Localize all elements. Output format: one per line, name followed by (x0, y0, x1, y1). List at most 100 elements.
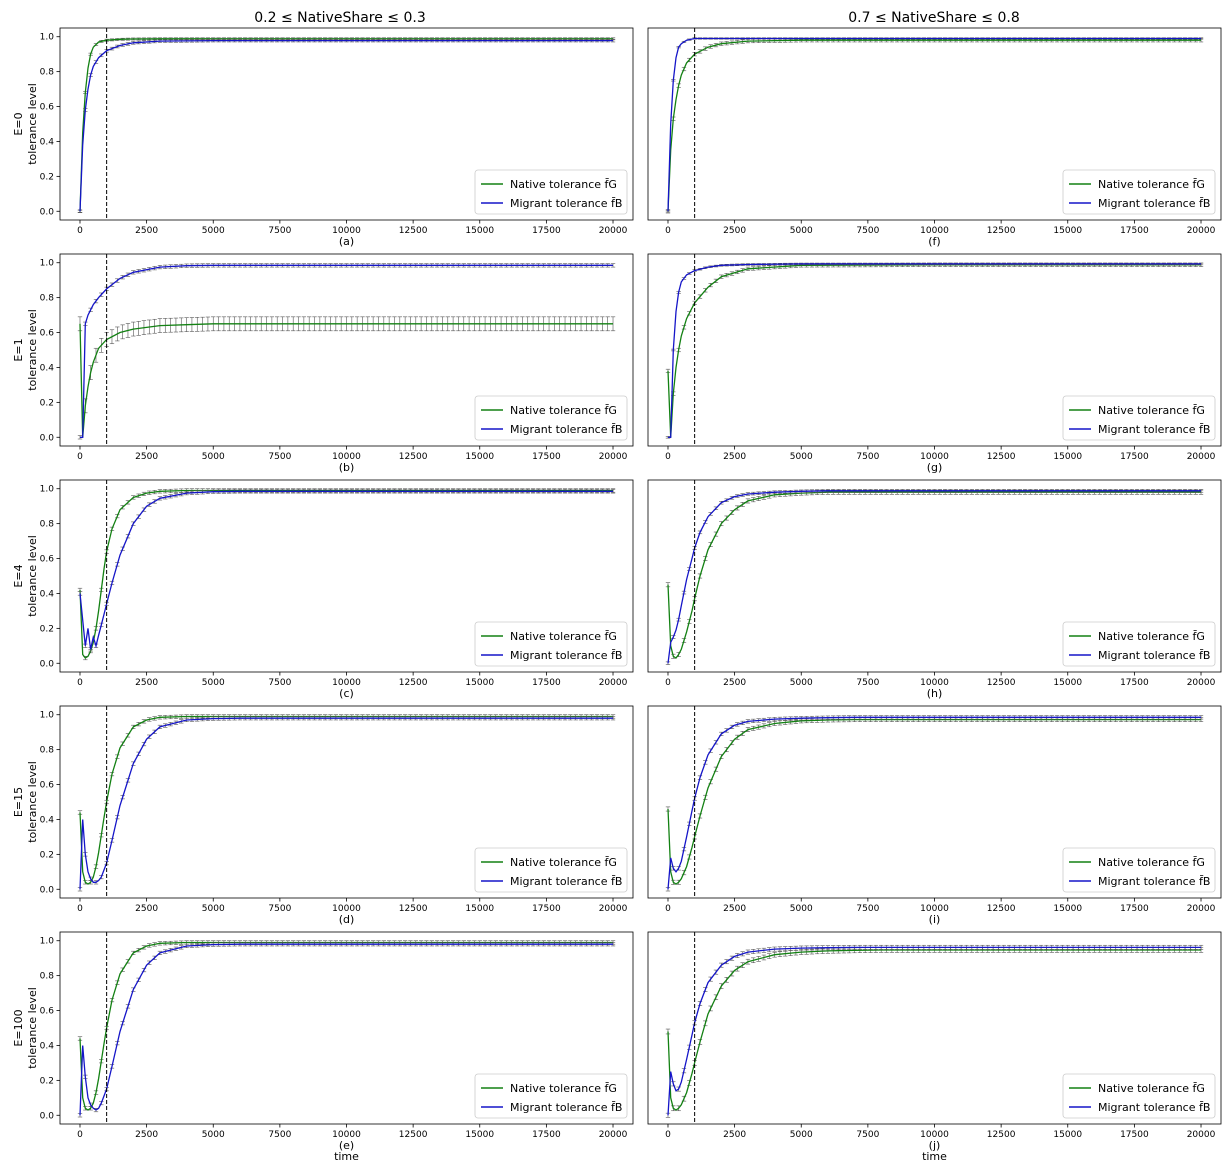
x-tick-label: 7500 (268, 452, 291, 462)
x-tick-label: 15000 (465, 904, 494, 914)
column-title-right: 0.7 ≤ NativeShare ≤ 0.8 (848, 10, 1020, 26)
series-migrant (77, 489, 616, 652)
x-tick-label: 20000 (599, 904, 628, 914)
plot-area (665, 715, 1204, 892)
series-migrant (77, 716, 616, 892)
row-label: E=1 (12, 338, 25, 361)
x-tick-label: 0 (77, 904, 83, 914)
legend-label: Native tolerance f̄G (510, 178, 617, 191)
y-axis-label: tolerance level (26, 535, 39, 617)
y-tick-label: 0.2 (40, 850, 54, 860)
legend-box (474, 395, 628, 441)
x-tick-label: 17500 (532, 226, 561, 236)
x-tick-label: 20000 (599, 226, 628, 236)
y-axis-label: tolerance level (26, 309, 39, 391)
chart-panel: 0 2500 5000 7500 10000 12500 15000 17500 20000 (h… (647, 479, 1222, 700)
x-tick-label: 10000 (332, 904, 361, 914)
y-axis-label: tolerance level (26, 83, 39, 165)
panel-label: (i) (929, 913, 941, 926)
x-tick-label: 5000 (202, 452, 225, 462)
x-tick-label: 12500 (399, 904, 428, 914)
x-tick-label: 10000 (332, 678, 361, 688)
row-label: E=0 (12, 112, 25, 135)
x-tick-label: 15000 (465, 452, 494, 462)
chart-panel: 0 2500 5000 7500 10000 12500 15000 17500 20000 0.… (12, 27, 634, 248)
x-tick-label: 15000 (1053, 904, 1082, 914)
series-line (79, 489, 613, 659)
legend-label: Native tolerance f̄G (510, 856, 617, 869)
x-tick-label: 7500 (856, 904, 879, 914)
series-line (79, 717, 613, 890)
legend: Native tolerance f̄G Migrant tolerance f̄… (474, 169, 628, 215)
chart-panel: 0 2500 5000 7500 10000 12500 15000 17500 20000 0.… (12, 705, 634, 926)
y-tick-label: 0.2 (40, 172, 54, 182)
panel-grid: 0 2500 5000 7500 10000 12500 15000 17500 20000 0.… (12, 27, 1222, 1162)
panel-label: (g) (927, 461, 943, 474)
x-tick-label: 10000 (920, 226, 949, 236)
series-migrant (665, 262, 1204, 439)
chart-panel: 0 2500 5000 7500 10000 12500 15000 17500 20000 (i… (647, 705, 1222, 926)
series-line (79, 715, 613, 885)
y-tick-label: 0.0 (40, 207, 55, 217)
legend: Native tolerance f̄G Migrant tolerance f̄… (474, 395, 628, 441)
x-tick-label: 10000 (332, 452, 361, 462)
x-tick-label: 0 (77, 226, 83, 236)
x-tick-label: 7500 (268, 904, 291, 914)
y-tick-label: 0.0 (40, 659, 55, 669)
y-tick-label: 0.6 (40, 555, 55, 565)
y-tick-label: 0.6 (40, 103, 55, 113)
x-tick-label: 0 (665, 904, 671, 914)
series-migrant (665, 37, 1204, 213)
x-tick-label: 10000 (332, 226, 361, 236)
x-tick-label: 12500 (987, 904, 1016, 914)
x-tick-label: 7500 (856, 226, 879, 236)
series-line (79, 490, 613, 650)
legend-label: Native tolerance f̄G (1098, 178, 1205, 191)
x-tick-label: 20000 (1187, 904, 1216, 914)
legend-label: Migrant tolerance f̄B (510, 197, 622, 210)
x-tick-label: 12500 (399, 452, 428, 462)
series-migrant (77, 263, 616, 440)
y-tick-label: 0.4 (40, 363, 55, 373)
y-tick-label: 0.4 (40, 137, 55, 147)
legend-label: Native tolerance f̄G (1098, 404, 1205, 417)
y-tick-label: 0.6 (40, 781, 55, 791)
y-tick-label: 0.8 (40, 520, 55, 530)
x-tick-label: 12500 (399, 226, 428, 236)
legend-label: Migrant tolerance f̄B (510, 649, 622, 662)
x-tick-label: 5000 (790, 226, 813, 236)
plot-area (77, 488, 616, 661)
column-titles: 0.2 ≤ NativeShare ≤ 0.3 0.7 ≤ NativeShar… (254, 10, 1020, 26)
x-tick-label: 12500 (399, 678, 428, 688)
legend-box (1062, 395, 1216, 441)
plot-area (665, 262, 1204, 439)
x-tick-label: 7500 (856, 452, 879, 462)
y-tick-label: 1.0 (40, 259, 55, 269)
x-tick-label: 10000 (920, 904, 949, 914)
y-tick-label: 0.0 (40, 885, 55, 895)
legend-label: Migrant tolerance f̄B (1098, 197, 1210, 210)
x-tick-label: 12500 (987, 678, 1016, 688)
x-tick-label: 15000 (465, 678, 494, 688)
y-tick-label: 1.0 (40, 711, 55, 721)
chart-panel: 0 2500 5000 7500 10000 12500 15000 17500 20000 (g… (647, 253, 1222, 474)
panel-label: (f) (928, 235, 940, 248)
y-tick-label: 0.0 (40, 433, 55, 443)
x-tick-label: 2500 (135, 226, 158, 236)
legend-label: Native tolerance f̄G (510, 630, 617, 643)
x-tick-label: 2500 (723, 678, 746, 688)
series-line (667, 37, 1201, 212)
y-tick-label: 0.8 (40, 746, 55, 756)
series-native (665, 489, 1204, 659)
chart-panel: 0 2500 5000 7500 10000 12500 15000 17500 20000 0.… (12, 253, 634, 474)
chart-panel: 0 2500 5000 7500 10000 12500 15000 17500 20000 0.… (12, 479, 634, 700)
x-tick-label: 17500 (1120, 452, 1149, 462)
x-tick-label: 12500 (987, 452, 1016, 462)
plot-area (77, 714, 616, 892)
panel-label: (b) (339, 461, 355, 474)
legend: Native tolerance f̄G Migrant tolerance f̄… (474, 847, 628, 893)
legend-label: Migrant tolerance f̄B (1098, 423, 1210, 436)
plot-area (665, 489, 1204, 665)
y-tick-label: 0.8 (40, 294, 55, 304)
